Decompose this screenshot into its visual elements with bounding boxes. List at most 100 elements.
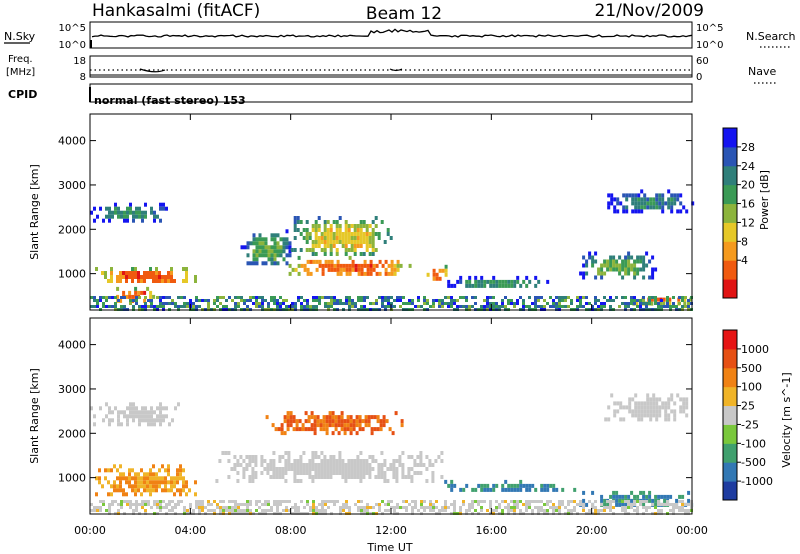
- velocity-cell: [95, 476, 98, 481]
- velocity-cell: [670, 409, 674, 414]
- velocity-band-cell: [678, 509, 681, 512]
- power-band-cell: [354, 305, 357, 308]
- velocity-cell: [179, 472, 182, 477]
- velocity-band-cell: [531, 509, 534, 512]
- velocity-cell: [326, 467, 330, 471]
- velocity-band-cell: [537, 500, 540, 503]
- velocity-band-cell: [381, 500, 384, 503]
- power-band-cell: [375, 302, 378, 305]
- velocity-cell: [263, 459, 267, 463]
- power-cell: [522, 279, 526, 284]
- power-band-cell: [309, 305, 312, 308]
- velocity-band-cell: [624, 500, 627, 503]
- velocity-cell: [316, 415, 320, 420]
- power-cell: [317, 228, 321, 232]
- velocity-cell: [368, 471, 372, 475]
- velocity-cell: [137, 484, 140, 489]
- velocity-cell: [392, 475, 396, 479]
- velocity-band-cell: [285, 509, 288, 512]
- noise-tick-high: 10^5: [59, 23, 86, 34]
- velocity-cell: [329, 455, 333, 459]
- power-cell: [634, 205, 638, 210]
- velocity-cell: [513, 487, 517, 492]
- velocity-cell: [144, 410, 147, 415]
- power-cell: [365, 240, 369, 244]
- velocity-cell: [531, 483, 535, 488]
- power-cell: [318, 259, 322, 264]
- velocity-band-cell: [120, 500, 123, 503]
- velocity-band-cell: [465, 509, 468, 512]
- velocity-band-cell: [510, 500, 513, 503]
- velocity-cell: [335, 467, 339, 471]
- velocity-cell: [679, 405, 683, 410]
- velocity-cell: [122, 492, 125, 497]
- velocity-cell: [459, 487, 463, 492]
- power-cell: [132, 218, 135, 223]
- power-cell: [323, 228, 327, 232]
- power-cell: [344, 252, 348, 256]
- velocity-cell: [534, 487, 538, 492]
- power-cell: [396, 259, 400, 264]
- velocity-cell: [307, 415, 311, 420]
- power-cell: [585, 259, 589, 264]
- nsky-series: [91, 28, 693, 38]
- colorbar-tick-label: 20: [741, 179, 755, 192]
- power-cell: [288, 245, 292, 250]
- power-band-cell: [516, 299, 519, 302]
- power-band-cell: [666, 299, 669, 302]
- power-cell: [93, 206, 96, 211]
- velocity-cell: [416, 471, 420, 475]
- power-cell: [480, 283, 484, 288]
- velocity-band-cell: [144, 500, 147, 503]
- power-cell: [165, 206, 168, 211]
- velocity-cell: [137, 472, 140, 477]
- power-band-cell: [486, 302, 489, 305]
- power-band-cell: [597, 299, 600, 302]
- power-cell: [356, 236, 360, 240]
- power-cell: [282, 249, 286, 254]
- power-band-cell: [597, 305, 600, 308]
- velocity-band-cell: [603, 506, 606, 509]
- velocity-cell: [296, 463, 300, 467]
- power-cell: [659, 301, 663, 306]
- velocity-band-cell: [132, 503, 135, 506]
- velocity-cell: [328, 411, 332, 416]
- power-band-cell: [393, 299, 396, 302]
- power-cell: [314, 228, 318, 232]
- power-band-cell: [327, 305, 330, 308]
- power-band-cell: [174, 302, 177, 305]
- power-band-cell: [366, 296, 369, 299]
- velocity-cell: [146, 480, 149, 485]
- power-cell: [129, 202, 132, 207]
- power-band-cell: [384, 305, 387, 308]
- power-cell: [125, 294, 129, 299]
- velocity-band-cell: [480, 500, 483, 503]
- power-band-cell: [102, 296, 105, 299]
- velocity-cell: [119, 480, 122, 485]
- velocity-cell: [685, 401, 689, 406]
- power-cell: [311, 224, 315, 228]
- y-tick-label: 3000: [58, 179, 86, 192]
- velocity-cell: [224, 451, 228, 455]
- velocity-cell: [162, 414, 165, 419]
- velocity-cell: [242, 471, 246, 475]
- power-cell: [119, 279, 122, 283]
- velocity-cell: [111, 410, 114, 415]
- velocity-cell: [661, 401, 665, 406]
- power-band-cell: [402, 302, 405, 305]
- velocity-cell: [425, 479, 429, 483]
- power-cell: [610, 197, 614, 202]
- velocity-band-cell: [489, 500, 492, 503]
- power-band-cell: [687, 305, 690, 308]
- velocity-cell: [444, 479, 448, 484]
- power-cell: [270, 237, 274, 242]
- power-band-cell: [279, 296, 282, 299]
- velocity-band-cell: [645, 506, 648, 509]
- power-band-cell: [213, 299, 216, 302]
- power-band-cell: [276, 305, 279, 308]
- noise-tick-high-right: 10^5: [696, 23, 723, 34]
- velocity-cell: [419, 471, 423, 475]
- velocity-cell: [286, 423, 290, 428]
- power-band-cell: [120, 296, 123, 299]
